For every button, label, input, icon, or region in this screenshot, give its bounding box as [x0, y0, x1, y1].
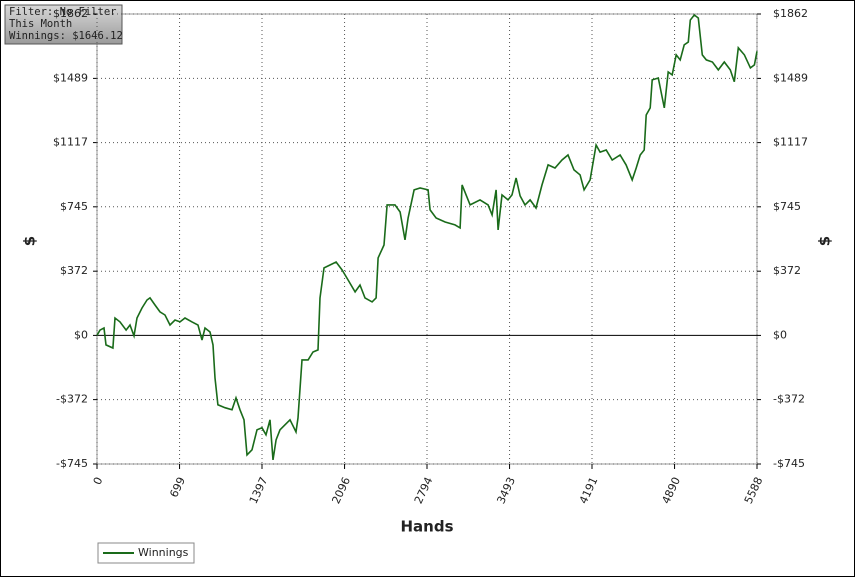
- y2-tick-label: $745: [773, 200, 801, 213]
- y-tick-label: $372: [60, 264, 88, 277]
- filter-text: Filter: No Filter: [9, 6, 116, 18]
- y2-axis-label: $: [816, 236, 834, 246]
- y-tick-label: -$745: [56, 457, 88, 470]
- x-axis-label: Hands: [400, 518, 453, 536]
- legend-box: [97, 542, 195, 564]
- series-line: [96, 13, 758, 461]
- y-tick-label: -$372: [56, 393, 88, 406]
- y-tick-label: $745: [60, 200, 88, 213]
- filter-box-bg: [4, 4, 123, 45]
- x-tick-label: 0: [91, 475, 106, 487]
- winnings-text: Winnings: $1646.12: [9, 30, 123, 42]
- y2-tick-label: $1862: [773, 7, 808, 20]
- y-tick-label: $1489: [53, 71, 88, 84]
- legend-label: Winnings: [138, 546, 189, 559]
- y-tick-label: $1862: [53, 7, 88, 20]
- y2-tick-label: $1489: [773, 71, 808, 84]
- y2-tick-label: -$372: [773, 393, 805, 406]
- y2-tick-label: $372: [773, 264, 801, 277]
- y2-tick-label: $1117: [773, 136, 808, 149]
- period-text: This Month: [9, 18, 72, 30]
- y-axis-label: $: [21, 236, 39, 246]
- filter-box: Filter: No Filter This Month Winnings: $…: [4, 4, 123, 45]
- legend: Winnings: [97, 542, 195, 564]
- y2-tick-label: $0: [773, 328, 787, 341]
- y2-tick-label: -$745: [773, 457, 805, 470]
- y-tick-label: $0: [74, 328, 88, 341]
- y-tick-label: $1117: [53, 136, 88, 149]
